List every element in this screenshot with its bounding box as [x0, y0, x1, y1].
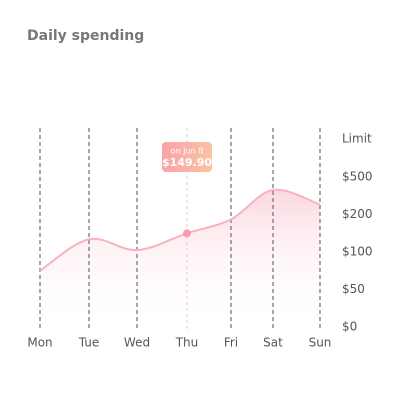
tooltip-label: $149.90	[162, 156, 212, 169]
y-tick-label: $500	[342, 170, 373, 184]
x-tick-label: Mon	[27, 336, 52, 350]
x-tick-label: Sun	[309, 336, 332, 350]
point	[183, 229, 191, 238]
x-tick-label: Sat	[263, 336, 283, 350]
y-tick-label: $200	[342, 207, 373, 221]
tooltip: on Jun 8$149.90	[162, 142, 212, 172]
y-tick-label: $0	[342, 320, 357, 334]
limit-label: Limit	[342, 132, 372, 146]
area	[40, 189, 320, 327]
x-tick-label: Wed	[124, 336, 150, 350]
chart-title: Daily spending	[27, 28, 144, 44]
x-tick-label: Fri	[224, 336, 238, 350]
tooltip-box	[162, 142, 212, 172]
x-tick-label: Tue	[78, 336, 100, 350]
y-tick-label: $100	[342, 245, 373, 259]
x-tick-label: Thu	[175, 336, 199, 350]
y-tick-label: $50	[342, 282, 365, 296]
tooltip-title: on Jun 8	[171, 147, 204, 156]
